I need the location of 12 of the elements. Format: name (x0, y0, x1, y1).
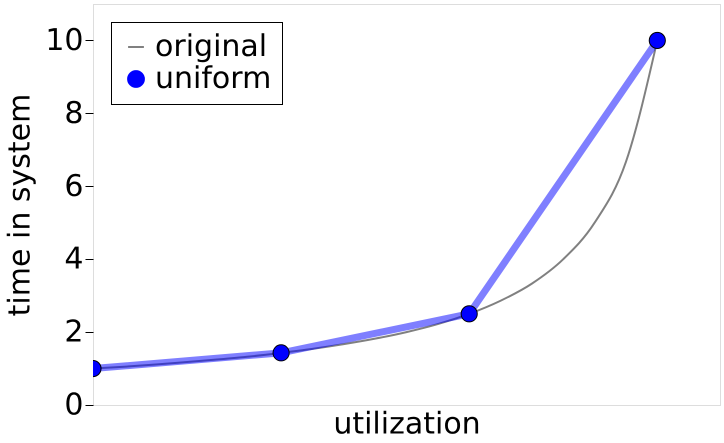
point (460, 305, 478, 322)
y-tick-label: 6 (64, 168, 84, 204)
y-axis-title: time in system (2, 94, 38, 316)
y-tick-label: 4 (64, 242, 84, 277)
y-tick-label: 8 (64, 96, 84, 131)
point (648, 32, 666, 49)
legend-label: original (155, 29, 268, 64)
x-axis-title: utilization (333, 406, 481, 442)
y-tick-label: 2 (64, 314, 84, 350)
y-tick-label: 0 (64, 388, 84, 422)
legend-label: uniform (155, 61, 272, 96)
y-tick-label: 10 (45, 22, 84, 58)
